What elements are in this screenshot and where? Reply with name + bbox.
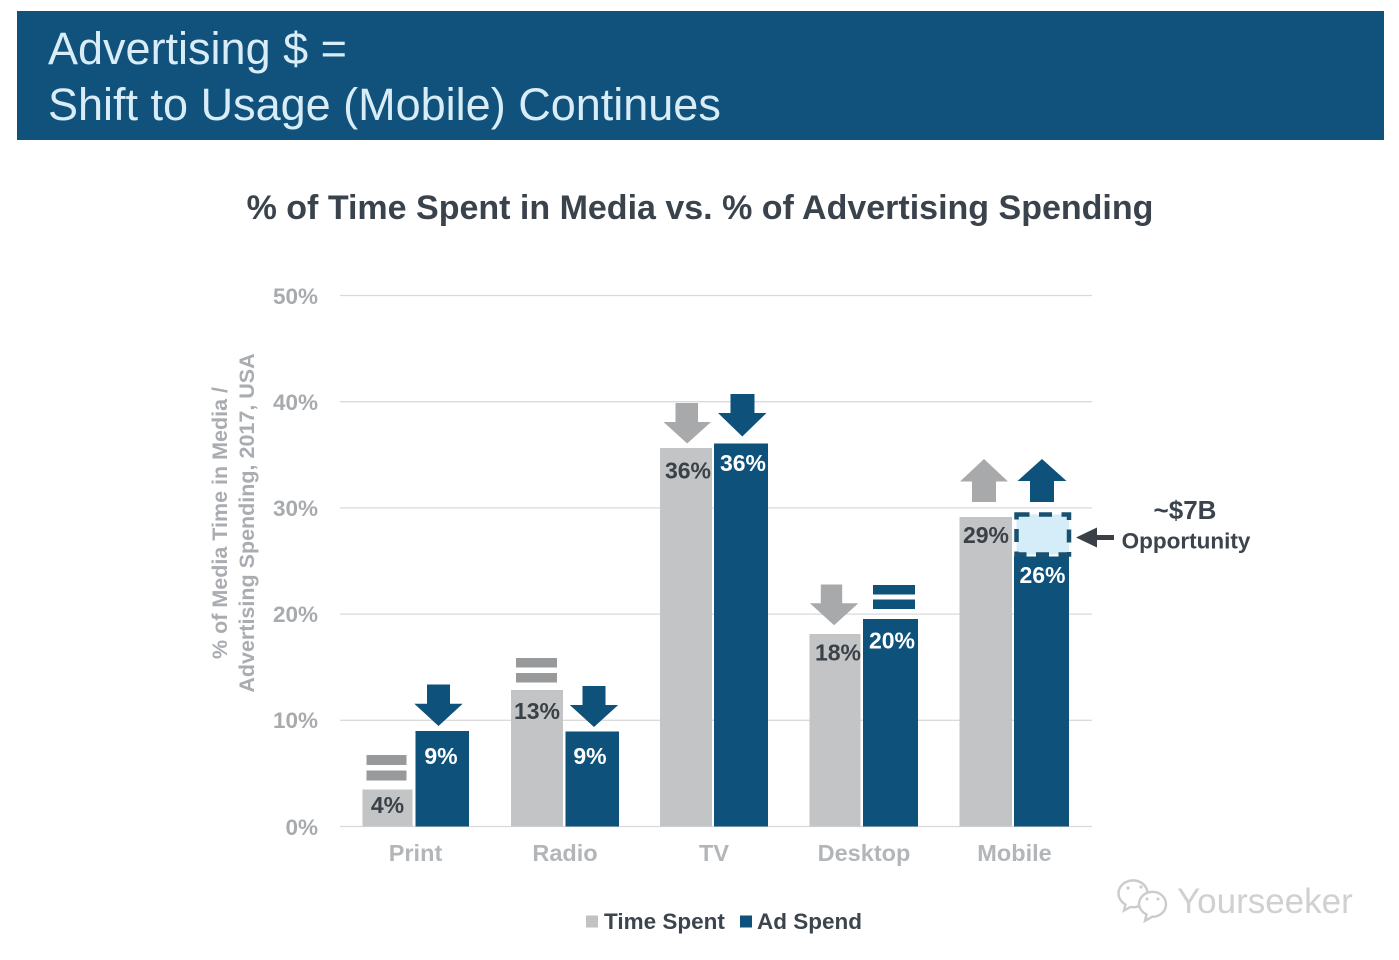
svg-text:29%: 29% [963,522,1009,548]
svg-text:Desktop: Desktop [818,840,911,866]
svg-text:18%: 18% [815,640,861,666]
svg-text:30%: 30% [273,496,318,521]
svg-text:Yourseeker: Yourseeker [1177,882,1353,921]
svg-text:50%: 50% [273,284,318,309]
svg-text:26%: 26% [1019,562,1065,588]
svg-text:Radio: Radio [532,840,597,866]
svg-text:36%: 36% [720,450,766,476]
svg-text:% of Time Spent in Media vs. %: % of Time Spent in Media vs. % of Advert… [247,189,1154,227]
svg-text:20%: 20% [869,628,915,654]
svg-text:4%: 4% [371,792,404,818]
svg-text:0%: 0% [285,815,318,840]
svg-text:40%: 40% [273,390,318,415]
svg-text:Opportunity: Opportunity [1122,529,1251,554]
svg-text:Advertising Spending, 2017, US: Advertising Spending, 2017, USA [235,353,259,692]
svg-text:20%: 20% [273,602,318,627]
svg-text:10%: 10% [273,708,318,733]
svg-text:Mobile: Mobile [977,840,1051,866]
svg-text:~$7B: ~$7B [1154,495,1217,525]
svg-text:13%: 13% [514,698,560,724]
svg-text:36%: 36% [665,458,711,484]
svg-text:TV: TV [699,840,729,866]
svg-text:Ad Spend: Ad Spend [757,909,862,934]
svg-text:Print: Print [389,840,443,866]
svg-text:Time Spent: Time Spent [604,909,725,934]
svg-text:9%: 9% [424,743,457,769]
svg-text:% of Media Time in Media /: % of Media Time in Media / [208,387,232,659]
svg-text:9%: 9% [573,743,606,769]
